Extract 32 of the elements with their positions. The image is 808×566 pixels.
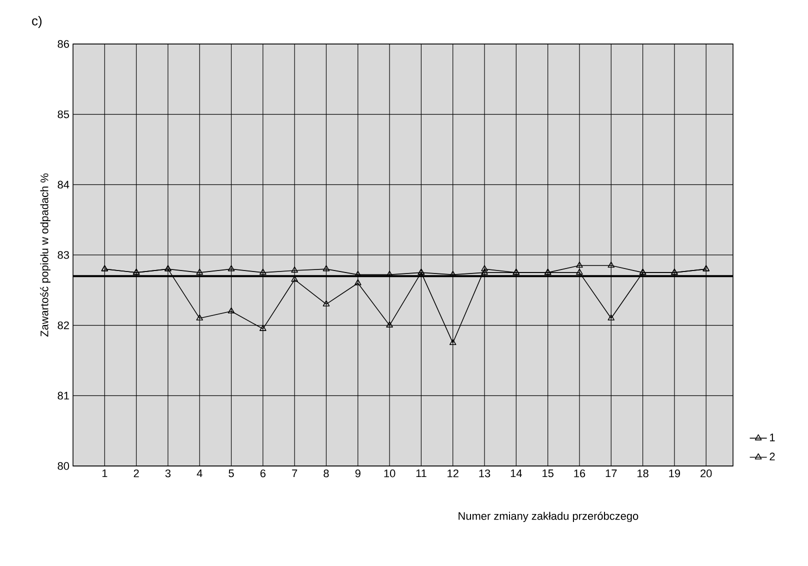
y-tick-label: 82 bbox=[58, 321, 69, 330]
y-tick-label: 86 bbox=[58, 40, 69, 48]
legend-label: 1 bbox=[770, 434, 775, 442]
x-tick-label: 8 bbox=[324, 470, 329, 478]
x-tick-label: 3 bbox=[165, 470, 171, 478]
x-tick-label: 7 bbox=[292, 470, 298, 478]
y-tick-label: 81 bbox=[58, 392, 69, 400]
x-axis-title: Numer zmiany zakładu przeróbczego bbox=[458, 512, 638, 522]
x-tick-label: 11 bbox=[416, 470, 426, 478]
x-tick-label: 17 bbox=[606, 470, 617, 478]
x-tick-label: 6 bbox=[260, 470, 266, 478]
x-tick-label: 9 bbox=[355, 470, 360, 478]
x-tick-label: 4 bbox=[196, 470, 202, 478]
x-tick-label: 10 bbox=[384, 470, 396, 478]
x-tick-label: 16 bbox=[574, 470, 586, 478]
x-tick-label: 14 bbox=[510, 470, 522, 478]
x-tick-label: 2 bbox=[134, 470, 139, 478]
x-tick-label: 1 bbox=[102, 470, 108, 478]
x-tick-label: 18 bbox=[638, 470, 648, 478]
x-tick-label: 19 bbox=[669, 470, 680, 478]
x-tick-label: 5 bbox=[228, 470, 234, 478]
x-tick-label: 13 bbox=[479, 470, 490, 478]
chart-title: c) bbox=[32, 16, 42, 28]
x-tick-label: 12 bbox=[448, 470, 458, 478]
x-tick-label: 15 bbox=[542, 470, 554, 478]
y-axis-title: Zawartość popiołu w odpadach % bbox=[40, 173, 50, 337]
x-tick-label: 20 bbox=[700, 470, 712, 478]
y-tick-label: 83 bbox=[58, 251, 69, 259]
y-tick-label: 84 bbox=[58, 180, 70, 189]
legend-label: 2 bbox=[770, 452, 775, 460]
y-tick-label: 85 bbox=[58, 110, 70, 118]
y-tick-label: 80 bbox=[58, 462, 70, 470]
